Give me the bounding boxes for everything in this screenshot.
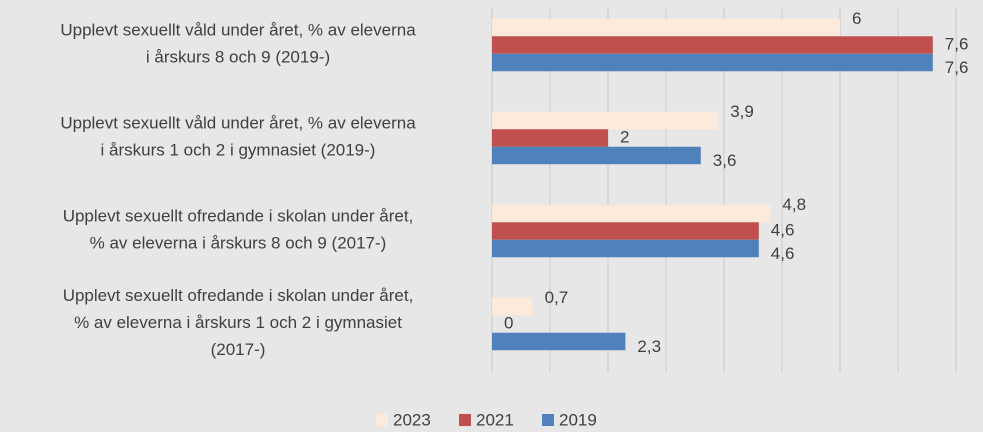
data-label: 2 xyxy=(620,127,629,146)
data-label: 4,8 xyxy=(782,195,806,214)
data-label: 7,6 xyxy=(945,34,969,53)
category-label: Upplevt sexuellt våld under året, % av e… xyxy=(60,114,416,160)
legend-label: 2023 xyxy=(393,410,431,429)
bar xyxy=(492,146,701,165)
data-label: 3,9 xyxy=(730,102,754,121)
legend-swatch xyxy=(459,414,471,426)
bar xyxy=(492,239,759,258)
category-label: Upplevt sexuellt ofredande i skolan unde… xyxy=(63,207,414,253)
category-label: Upplevt sexuellt våld under året, % av e… xyxy=(60,21,416,67)
legend-label: 2021 xyxy=(476,410,514,429)
data-label: 6 xyxy=(852,9,861,28)
bar xyxy=(492,204,771,223)
data-label: 0 xyxy=(504,313,513,332)
bar xyxy=(492,297,533,316)
bar xyxy=(492,53,933,72)
bar xyxy=(492,36,933,54)
data-label: 0,7 xyxy=(545,288,569,307)
data-label: 4,6 xyxy=(771,220,795,239)
data-label: 7,6 xyxy=(945,58,969,77)
legend-swatch xyxy=(542,414,554,426)
bar xyxy=(492,222,759,240)
data-label: 4,6 xyxy=(771,244,795,263)
bar xyxy=(492,111,719,130)
legend-label: 2019 xyxy=(559,410,597,429)
data-label: 2,3 xyxy=(637,337,661,356)
bar xyxy=(492,129,608,147)
category-label: Upplevt sexuellt ofredande i skolan unde… xyxy=(63,286,414,359)
bar xyxy=(492,332,626,351)
legend-swatch xyxy=(376,414,388,426)
data-label: 3,6 xyxy=(713,151,737,170)
bar xyxy=(492,18,840,37)
